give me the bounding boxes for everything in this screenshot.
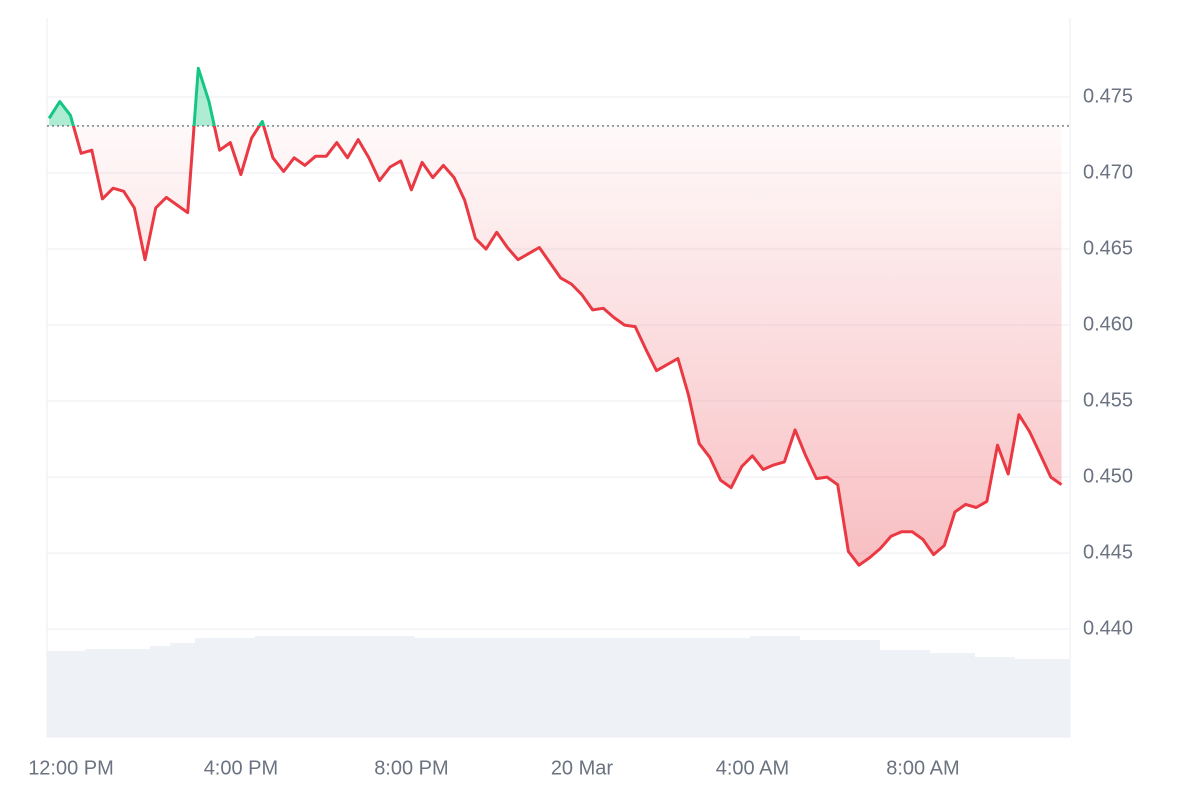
x-tick-label: 8:00 PM	[374, 757, 448, 779]
y-tick-label: 0.450	[1083, 465, 1133, 487]
y-tick-label: 0.475	[1083, 85, 1133, 107]
y-tick-label: 0.455	[1083, 389, 1133, 411]
y-tick-label: 0.465	[1083, 237, 1133, 259]
y-tick-label: 0.470	[1083, 161, 1133, 183]
x-tick-label: 12:00 PM	[28, 757, 114, 779]
y-tick-label: 0.440	[1083, 617, 1133, 639]
price-area	[49, 68, 1062, 566]
price-line	[47, 66, 1063, 567]
y-tick-label: 0.445	[1083, 541, 1133, 563]
x-tick-label: 20 Mar	[551, 757, 614, 779]
y-tick-label: 0.460	[1083, 313, 1133, 335]
x-tick-label: 8:00 AM	[886, 757, 959, 779]
x-tick-label: 4:00 PM	[204, 757, 278, 779]
x-tick-label: 4:00 AM	[716, 757, 789, 779]
volume-area	[47, 636, 1070, 737]
